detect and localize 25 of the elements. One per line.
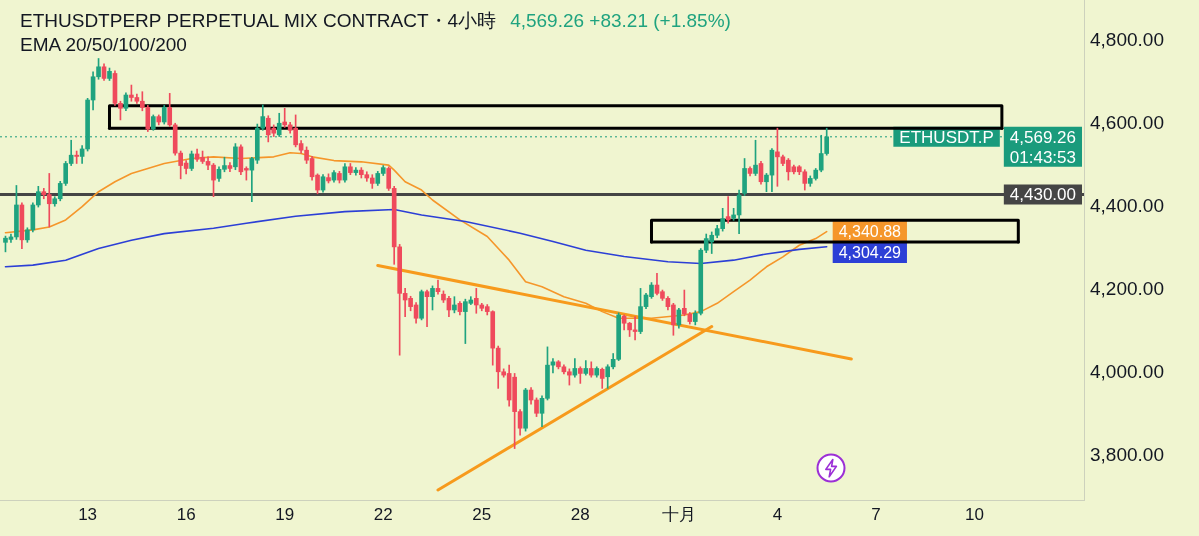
x-tick-label: 28 [570, 505, 590, 525]
x-tick-label: 7 [871, 505, 881, 525]
x-tick-label: 4 [772, 505, 783, 525]
annotation: ETHUSDT.P [899, 127, 994, 147]
y-tick-label: 4,000.00 [1090, 361, 1164, 383]
y-tick-label: 4,600.00 [1090, 112, 1164, 134]
x-tick-label: 22 [373, 505, 393, 525]
y-tick-label: 4,800.00 [1090, 29, 1164, 51]
ref-line-label: 4,569.26 [1009, 127, 1077, 147]
x-tick-label: 10 [965, 505, 984, 525]
x-tick-label: 19 [275, 505, 295, 525]
annotation: 4,569.26 +83.21 (+1.85%) [510, 10, 731, 31]
ref-line-label: 4,430.00 [1009, 185, 1077, 205]
data-label: 4,340.88 [838, 222, 902, 240]
x-tick-label: 十月 [661, 505, 696, 525]
text: ETHUSDTPERP PERPETUAL MIX CONTRACT・4小時 [20, 10, 497, 31]
annotation: 01:43:53 [1009, 147, 1077, 167]
data-label: 4,304.29 [838, 243, 902, 261]
x-tick-label: 16 [176, 505, 196, 525]
text: EMA 20/50/100/200 [20, 33, 188, 57]
y-tick-label: 4,200.00 [1090, 278, 1164, 300]
y-tick-label: 3,800.00 [1090, 444, 1164, 466]
x-tick-label: 25 [472, 505, 492, 525]
y-tick-label: 4,400.00 [1090, 195, 1164, 217]
x-tick-label: 13 [78, 505, 98, 525]
